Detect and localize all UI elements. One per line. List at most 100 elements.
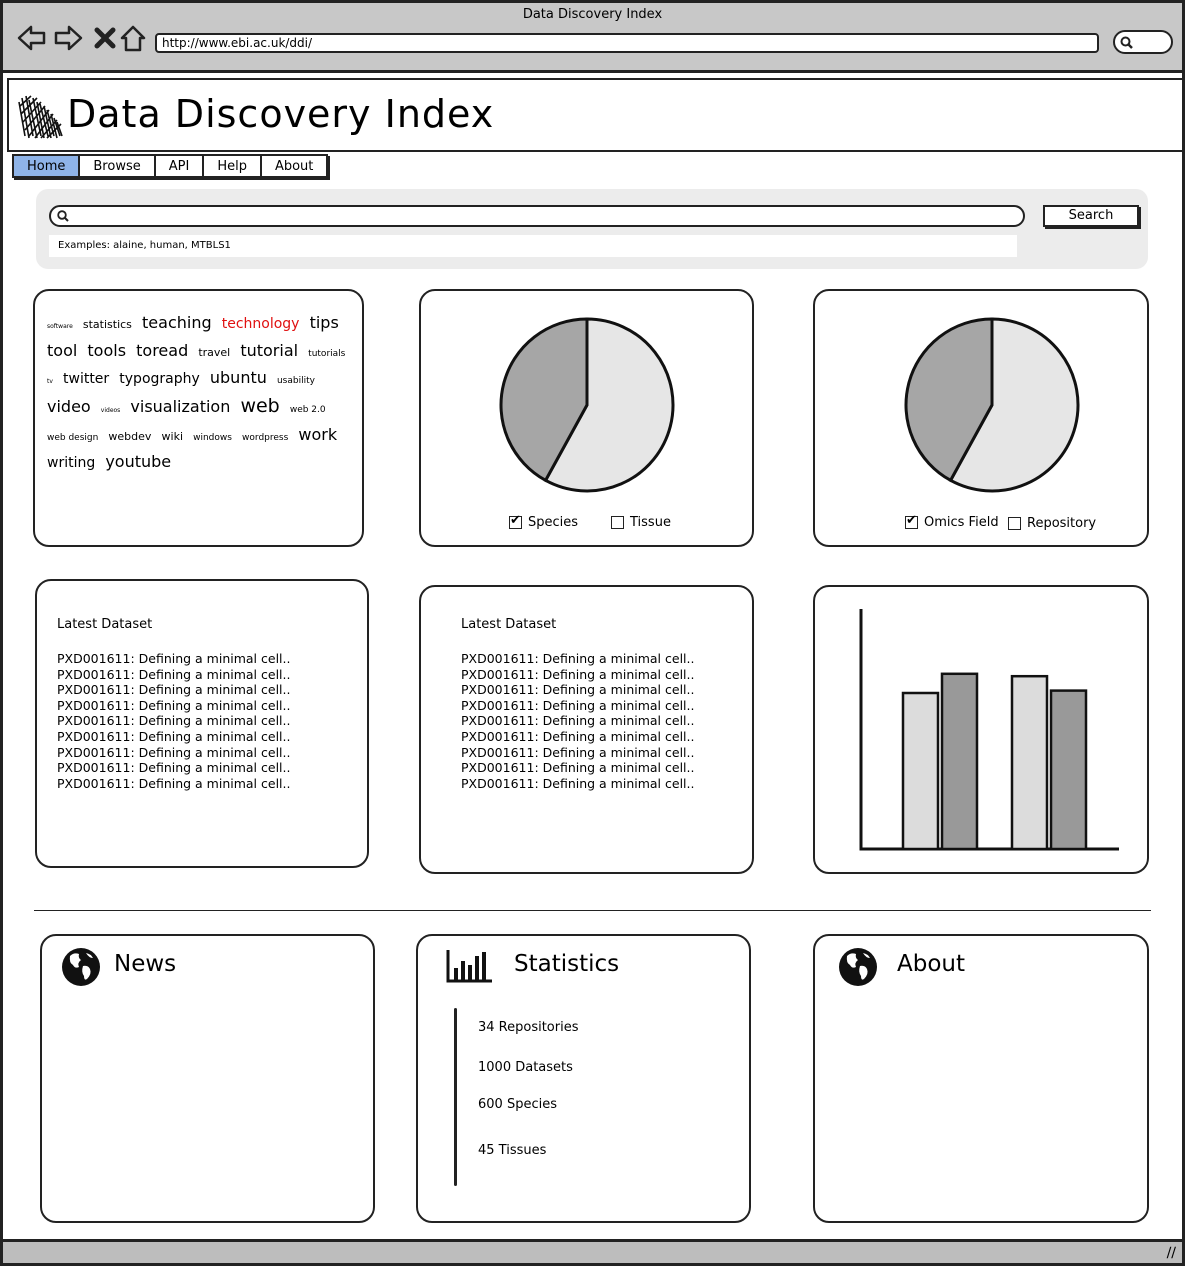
species-pie-chart — [499, 317, 675, 493]
dataset-item[interactable]: PXD001611: Defining a minimal cell.. — [461, 682, 695, 698]
latest-dataset-title: Latest Dataset — [461, 617, 557, 632]
tag-cloud-word[interactable]: webdev — [108, 430, 152, 443]
dataset-item[interactable]: PXD001611: Defining a minimal cell.. — [57, 760, 291, 776]
tag-cloud-word[interactable]: twitter — [63, 371, 110, 387]
omics-field-checkbox[interactable] — [905, 513, 918, 529]
tag-cloud-word[interactable]: usability — [276, 376, 315, 386]
about-panel: About — [813, 934, 1149, 1223]
tag-cloud-word[interactable]: tool — [47, 341, 78, 360]
logo-scribble-icon — [18, 95, 63, 139]
tag-cloud-word[interactable]: toread — [136, 341, 189, 360]
tag-cloud-word[interactable]: web design — [47, 433, 99, 443]
bar-series2-group1 — [940, 672, 979, 851]
search-button[interactable]: Search — [1043, 205, 1139, 227]
tag-cloud-word[interactable]: tv — [47, 378, 53, 385]
dataset-item[interactable]: PXD001611: Defining a minimal cell.. — [57, 775, 291, 791]
tab-home[interactable]: Home — [14, 156, 81, 176]
dataset-item[interactable]: PXD001611: Defining a minimal cell.. — [461, 775, 695, 791]
tag-cloud-word[interactable]: writing — [47, 455, 96, 471]
legend-species[interactable]: Species — [509, 513, 578, 530]
forward-arrow-icon[interactable] — [53, 23, 83, 53]
browser-search-box[interactable] — [1113, 30, 1173, 54]
resize-grip-icon[interactable]: ∕∕ — [1166, 1245, 1176, 1261]
dataset-item[interactable]: PXD001611: Defining a minimal cell.. — [461, 744, 695, 760]
tag-cloud-word[interactable]: wordpress — [242, 433, 289, 443]
dataset-item[interactable]: PXD001611: Defining a minimal cell.. — [461, 760, 695, 776]
tag-cloud-word[interactable]: web — [240, 395, 280, 417]
tag-cloud-word[interactable]: tutorials — [308, 349, 346, 359]
dataset-item[interactable]: PXD001611: Defining a minimal cell.. — [57, 651, 291, 666]
tag-cloud-panel: software statistics teaching technology … — [33, 289, 364, 547]
tag-cloud-word[interactable]: ubuntu — [209, 368, 267, 387]
species-checkbox[interactable] — [509, 513, 522, 529]
species-chart-panel: Species Tissue — [419, 289, 754, 547]
home-icon[interactable] — [118, 23, 148, 53]
dataset-item[interactable]: PXD001611: Defining a minimal cell.. — [57, 682, 291, 698]
tag-cloud-word[interactable]: visualization — [130, 397, 231, 416]
dataset-item[interactable]: PXD001611: Defining a minimal cell.. — [57, 697, 291, 713]
dataset-item[interactable]: PXD001611: Defining a minimal cell.. — [57, 713, 291, 729]
omics-chart-panel: Omics Field Repository — [813, 289, 1149, 547]
latest-dataset-panel-1: Latest Dataset PXD001611: Defining a min… — [35, 579, 369, 868]
statistics-rule — [454, 1008, 457, 1186]
search-icon — [1120, 36, 1133, 49]
status-bar: ∕∕ — [3, 1239, 1182, 1263]
latest-dataset-title: Latest Dataset — [57, 617, 153, 632]
tag-cloud-word[interactable]: work — [298, 425, 338, 444]
bar-chart — [859, 609, 1119, 851]
dataset-item[interactable]: PXD001611: Defining a minimal cell.. — [57, 666, 291, 682]
search-examples: Examples: alaine, human, MTBLS1 — [49, 235, 1017, 257]
back-arrow-icon[interactable] — [17, 23, 47, 53]
tissue-checkbox[interactable] — [611, 516, 624, 529]
legend-omics-field[interactable]: Omics Field — [905, 513, 999, 530]
statistics-panel: Statistics 34 Repositories 1000 Datasets… — [416, 934, 751, 1223]
tag-cloud-word[interactable]: technology — [221, 316, 300, 332]
tab-browse[interactable]: Browse — [80, 156, 156, 176]
dataset-item[interactable]: PXD001611: Defining a minimal cell.. — [461, 697, 695, 713]
dataset-item[interactable]: PXD001611: Defining a minimal cell.. — [461, 651, 695, 666]
bar-series2-group2 — [1049, 689, 1088, 851]
tag-cloud-word[interactable]: software — [47, 323, 73, 330]
tab-help[interactable]: Help — [204, 156, 262, 176]
dataset-item[interactable]: PXD001611: Defining a minimal cell.. — [57, 744, 291, 760]
tag-cloud-word[interactable]: tips — [309, 313, 339, 332]
tag-cloud-word[interactable]: tools — [87, 341, 127, 360]
repository-checkbox[interactable] — [1008, 517, 1021, 530]
legend-repository[interactable]: Repository — [1008, 516, 1096, 531]
pie-slice-tissue — [499, 317, 589, 483]
close-icon[interactable] — [91, 23, 121, 53]
tab-about[interactable]: About — [274, 159, 314, 174]
search-input[interactable] — [49, 205, 1025, 227]
dataset-item[interactable]: PXD001611: Defining a minimal cell.. — [461, 713, 695, 729]
tag-cloud-word[interactable]: teaching — [142, 313, 212, 332]
tag-cloud-word[interactable]: youtube — [105, 452, 172, 471]
dataset-item[interactable]: PXD001611: Defining a minimal cell.. — [461, 728, 695, 744]
bar-series1-group2 — [1010, 674, 1049, 851]
dataset-item[interactable]: PXD001611: Defining a minimal cell.. — [461, 666, 695, 682]
pie-slice-species — [543, 317, 675, 493]
tag-cloud-word[interactable]: windows — [193, 433, 232, 443]
tag-cloud-word[interactable]: video — [47, 397, 91, 416]
legend-omics-field-label: Omics Field — [924, 515, 999, 530]
stat-species: 600 Species — [478, 1097, 557, 1112]
bar-chart-icon — [446, 950, 492, 983]
tag-cloud-word[interactable]: typography — [119, 371, 200, 387]
main-nav: Home Browse API Help About — [12, 154, 329, 178]
tag-cloud-word[interactable]: videos — [100, 407, 121, 414]
tag-cloud-word[interactable]: statistics — [82, 318, 132, 331]
legend-tissue[interactable]: Tissue — [611, 515, 671, 530]
search-panel: Search Examples: alaine, human, MTBLS1 — [36, 189, 1148, 269]
news-panel: News — [40, 934, 375, 1223]
latest-dataset-list: PXD001611: Defining a minimal cell.. PXD0… — [461, 651, 694, 791]
address-bar[interactable]: http://www.ebi.ac.uk/ddi/ — [155, 33, 1099, 53]
globe-icon — [62, 948, 100, 986]
latest-dataset-panel-2: Latest Dataset PXD001611: Defining a min… — [419, 585, 754, 874]
section-divider — [34, 910, 1151, 911]
tag-cloud-word[interactable]: travel — [198, 346, 231, 359]
tab-api[interactable]: API — [156, 156, 205, 176]
tag-cloud-word[interactable]: tutorial — [240, 341, 299, 360]
tag-cloud-word[interactable]: web 2.0 — [289, 405, 326, 415]
dataset-item[interactable]: PXD001611: Defining a minimal cell.. — [57, 728, 291, 744]
tag-cloud-word[interactable]: wiki — [161, 430, 184, 443]
